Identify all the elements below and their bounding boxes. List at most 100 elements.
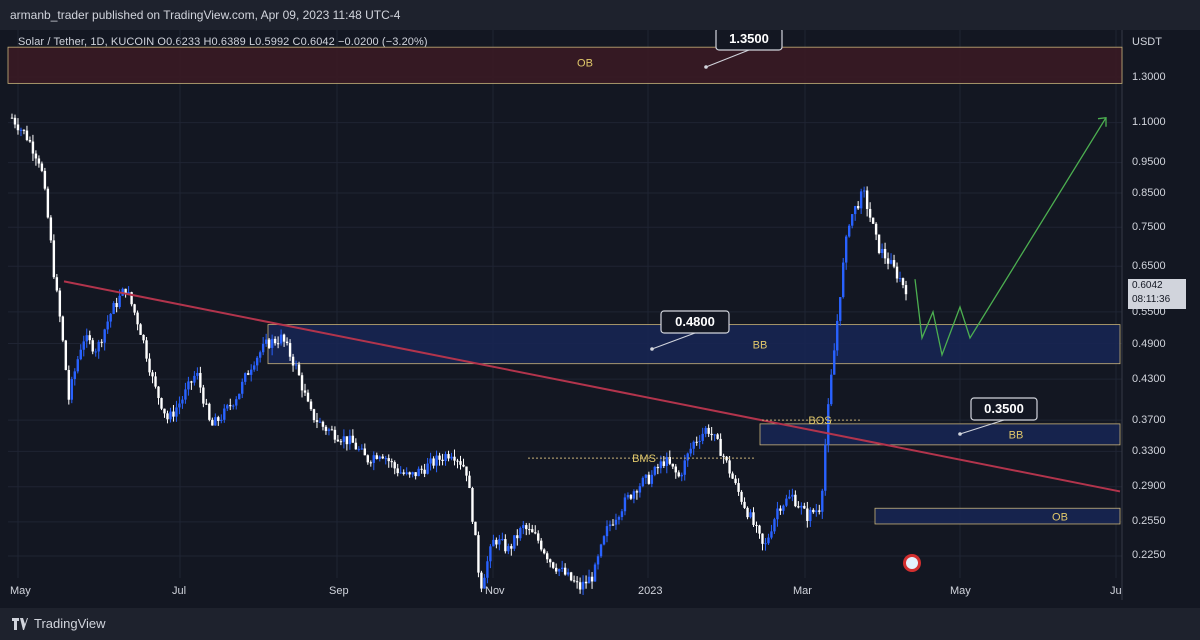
candle-body [124,288,127,294]
chart-lines [63,116,1121,493]
callout-0480-box [660,310,730,334]
candle-body [782,505,785,511]
candle-body [139,324,142,335]
candle-body [450,456,453,459]
candle-body [674,466,677,473]
candle-body [196,372,199,376]
candle-body [665,457,669,466]
candle-body [602,536,606,545]
candle-body [647,474,651,484]
candle-body [883,248,887,259]
candle-body [847,225,851,237]
candle-body [620,511,624,518]
candle-body [148,358,151,373]
candle-body [850,214,854,226]
candle-body [67,369,71,400]
candle-body [31,141,35,154]
candle-body [178,403,181,408]
axis-tick-14: 0.2250 [1132,549,1166,561]
candle-body [845,236,848,263]
candle-body [249,369,253,375]
publisher-header: armanb_trader published on TradingView.c… [0,0,1200,30]
axis-tick-4: 0.8500 [1132,187,1166,199]
candles-group [10,113,908,595]
zone-label-bb-low: BB [1009,430,1024,442]
candle-body [486,561,489,578]
candle-body [142,334,145,341]
candle-body [773,519,776,532]
candle-body [474,521,477,536]
candle-body [232,405,235,407]
candle-body [363,448,367,456]
axis-tick-8: 0.4900 [1132,338,1166,350]
candle-body [193,375,196,383]
candle-body [513,535,516,549]
candle-body [868,208,872,218]
callout-0350-label: 0.3500 [984,401,1024,416]
candle-body [554,567,558,572]
candle-body [737,483,740,492]
callout-1350-label: 1.3500 [729,31,769,46]
candle-body [342,436,346,442]
candle-body [767,537,770,544]
price-axis[interactable]: USDT 1.3000 1.1000 0.9500 0.8500 0.7500 … [1122,30,1200,600]
candle-body [498,539,501,545]
candle-body [629,494,633,499]
level-label-bms: BMS [632,453,656,465]
candle-body [662,461,666,466]
candle-body [247,373,250,375]
candle-body [229,405,232,407]
candle-body [830,374,833,405]
candle-body [788,496,791,499]
candle-body [537,533,540,541]
candle-body [557,569,561,572]
callout-0350-anchor [958,432,962,436]
candle-body [354,442,358,450]
candle-body [127,292,130,294]
candle-body [590,576,594,582]
candle-body [267,339,271,348]
candle-body [540,540,543,550]
candle-body [348,435,352,445]
candle-body [94,351,97,353]
candle-body [339,441,343,443]
candle-body [417,468,420,477]
axis-tick-6: 0.6500 [1132,260,1166,272]
candle-body [288,343,292,357]
candle-body [701,433,704,441]
candle-body [28,139,32,142]
candle-body [453,456,456,461]
candle-body [713,434,716,436]
candle-body [375,455,378,459]
candle-body [13,117,17,125]
candle-body [608,524,612,527]
candle-body [611,524,615,526]
candle-body [160,398,163,409]
candle-body [387,458,390,462]
candle-body [396,468,399,474]
candle-body [384,458,387,460]
candle-body [821,490,824,512]
candle-body [297,364,301,376]
candle-body [22,129,26,131]
candle-body [70,379,73,400]
bar-countdown: 08:11:36 [1132,294,1171,305]
candle-body [423,469,426,474]
candle-body [426,463,429,474]
callout-0350-box [970,397,1038,421]
candle-body [680,474,683,477]
candle-body [880,248,884,253]
candle-body [441,459,444,462]
candle-body [827,404,830,445]
candle-body [776,508,779,520]
candle-body [49,217,53,241]
current-price: 0.6042 [1132,280,1163,291]
candle-body [318,421,322,423]
candle-body [366,455,370,463]
axis-tick-7: 0.5500 [1132,306,1166,318]
candle-body [719,438,722,456]
candle-body [746,507,749,518]
candle-body [244,373,247,382]
descending-trendline [63,280,1121,493]
price-chart[interactable]: OB BB BB OB BOS BMS 1.3500 0.4800 0.3500 [0,30,1200,600]
